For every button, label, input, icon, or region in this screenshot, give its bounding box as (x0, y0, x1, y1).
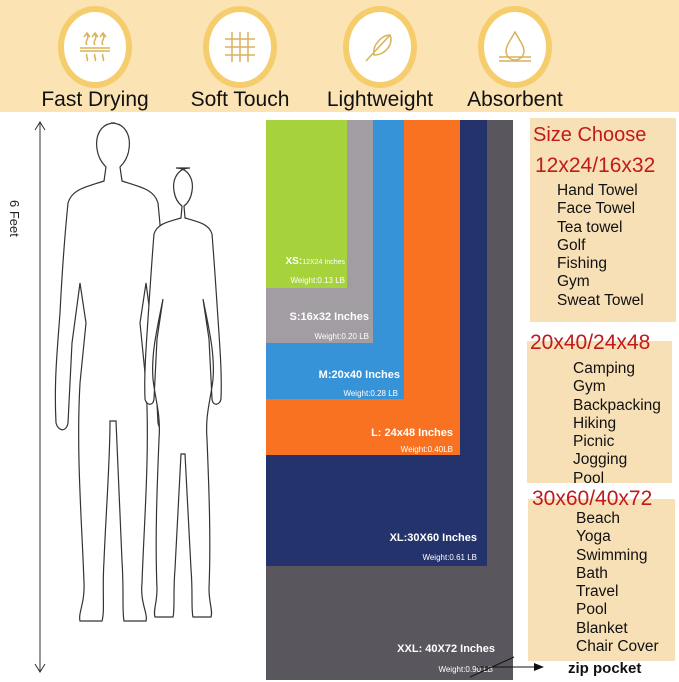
group-title: 20x40/24x48 (530, 331, 651, 354)
list-item: Travel (576, 583, 619, 601)
height-arrow (34, 121, 46, 673)
list-item: Blanket (576, 619, 628, 637)
list-item: Chair Cover (576, 638, 659, 656)
size-xs-weight: Weight:0.13 LB (290, 276, 345, 285)
usage-box-large: Beach Yoga Swimming Bath Travel Pool Bla… (528, 499, 675, 661)
size-xs-name: XS: (285, 256, 303, 267)
list-item: Swimming (576, 546, 648, 564)
fabric-weave-icon (225, 32, 255, 62)
size-l-weight: Weight:0.40LB (400, 445, 453, 454)
features-banner: Fast Drying Soft Touch Lightweight Absor… (0, 0, 679, 112)
size-xxl-label: XXL: 40X72 Inches (397, 643, 495, 655)
list-item: Yoga (576, 528, 611, 546)
list-item: Hiking (573, 414, 617, 432)
size-xl-label: XL:30X60 Inches (389, 532, 477, 544)
usage-list: Beach Yoga Swimming Bath Travel Pool Bla… (576, 510, 659, 656)
list-item: Beach (576, 510, 620, 527)
zip-pocket-label: zip pocket (568, 660, 642, 677)
size-m-label: M:20x40 Inches (318, 369, 400, 381)
list-item: Face Towel (557, 200, 636, 218)
size-l-label: L: 24x48 Inches (371, 427, 453, 439)
size-xs-dims: 12X24 Inches (302, 259, 345, 266)
list-item: Fishing (557, 255, 607, 273)
feature-label: Absorbent (467, 88, 563, 111)
list-item: Pool (576, 601, 608, 619)
list-item: Tea towel (557, 218, 623, 236)
list-item: Picnic (573, 433, 615, 451)
list-item: Gym (557, 273, 590, 291)
size-xxl-weight: Weight:0.90 LB (438, 665, 493, 674)
list-item: Jogging (573, 451, 628, 469)
size-s-label: S:16x32 Inches (289, 311, 370, 323)
size-s-weight: Weight:0.20 LB (314, 332, 369, 341)
usage-list: Hand Towel Face Towel Tea towel Golf Fis… (557, 182, 644, 310)
feather-icon (365, 34, 392, 62)
usage-box-small: Size Choose 12x24/16x32 Hand Towel Face … (530, 118, 676, 322)
list-item: Golf (557, 236, 586, 254)
size-m-weight: Weight:0.28 LB (343, 389, 398, 398)
size-choose-title: Size Choose (533, 124, 647, 146)
usage-list: Camping Gym Backpacking Hiking Picnic Jo… (573, 360, 661, 488)
list-item: Hand Towel (557, 182, 638, 199)
list-item: Sweat Towel (557, 291, 644, 309)
list-item: Camping (573, 360, 636, 377)
size-xl-weight: Weight:0.61 LB (422, 553, 477, 562)
group-title: 12x24/16x32 (535, 154, 656, 177)
zip-pocket-arrow (470, 656, 544, 678)
list-item: Gym (573, 378, 606, 396)
feature-label: Soft Touch (190, 88, 290, 111)
female-silhouette (144, 167, 222, 618)
heat-waves-icon (80, 31, 110, 62)
list-item: Bath (576, 564, 608, 582)
feature-label: Lightweight (326, 88, 434, 111)
water-drop-icon (499, 30, 531, 62)
height-label: 6 Feet (7, 200, 22, 237)
list-item: Pool (573, 469, 605, 487)
human-silhouettes (54, 122, 222, 622)
list-item: Backpacking (573, 396, 661, 414)
feature-label: Fast Drying (41, 88, 149, 111)
usage-box-medium: Camping Gym Backpacking Hiking Picnic Jo… (527, 341, 672, 487)
group-title: 30x60/40x72 (532, 487, 653, 510)
size-xs-label: XS:12X24 Inches (286, 256, 345, 267)
size-xs-rect: XS:12X24 Inches Weight:0.13 LB (266, 120, 347, 288)
